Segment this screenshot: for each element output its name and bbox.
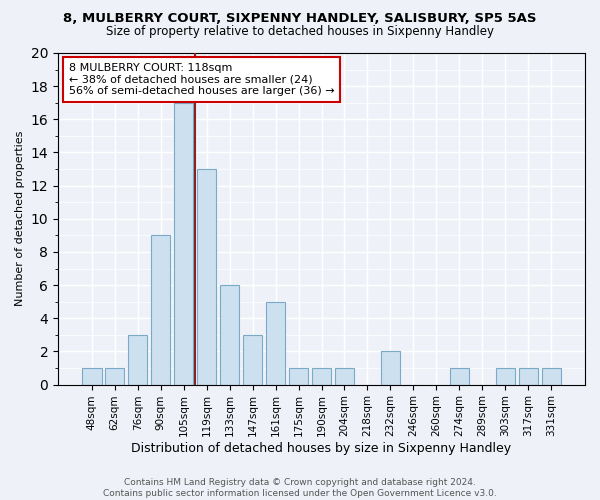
Bar bbox=[518, 368, 538, 384]
Bar bbox=[128, 335, 148, 384]
Bar bbox=[243, 335, 262, 384]
Bar bbox=[380, 352, 400, 384]
Bar bbox=[449, 368, 469, 384]
Text: Size of property relative to detached houses in Sixpenny Handley: Size of property relative to detached ho… bbox=[106, 25, 494, 38]
Bar bbox=[542, 368, 561, 384]
Bar bbox=[82, 368, 101, 384]
Bar bbox=[335, 368, 354, 384]
Y-axis label: Number of detached properties: Number of detached properties bbox=[15, 131, 25, 306]
Bar bbox=[220, 285, 239, 384]
Bar bbox=[266, 302, 286, 384]
Bar bbox=[105, 368, 124, 384]
X-axis label: Distribution of detached houses by size in Sixpenny Handley: Distribution of detached houses by size … bbox=[131, 442, 512, 455]
Bar bbox=[197, 169, 217, 384]
Bar bbox=[496, 368, 515, 384]
Bar bbox=[289, 368, 308, 384]
Text: 8, MULBERRY COURT, SIXPENNY HANDLEY, SALISBURY, SP5 5AS: 8, MULBERRY COURT, SIXPENNY HANDLEY, SAL… bbox=[63, 12, 537, 26]
Text: 8 MULBERRY COURT: 118sqm
← 38% of detached houses are smaller (24)
56% of semi-d: 8 MULBERRY COURT: 118sqm ← 38% of detach… bbox=[68, 63, 334, 96]
Text: Contains HM Land Registry data © Crown copyright and database right 2024.
Contai: Contains HM Land Registry data © Crown c… bbox=[103, 478, 497, 498]
Bar bbox=[174, 102, 193, 384]
Bar bbox=[151, 236, 170, 384]
Bar bbox=[312, 368, 331, 384]
